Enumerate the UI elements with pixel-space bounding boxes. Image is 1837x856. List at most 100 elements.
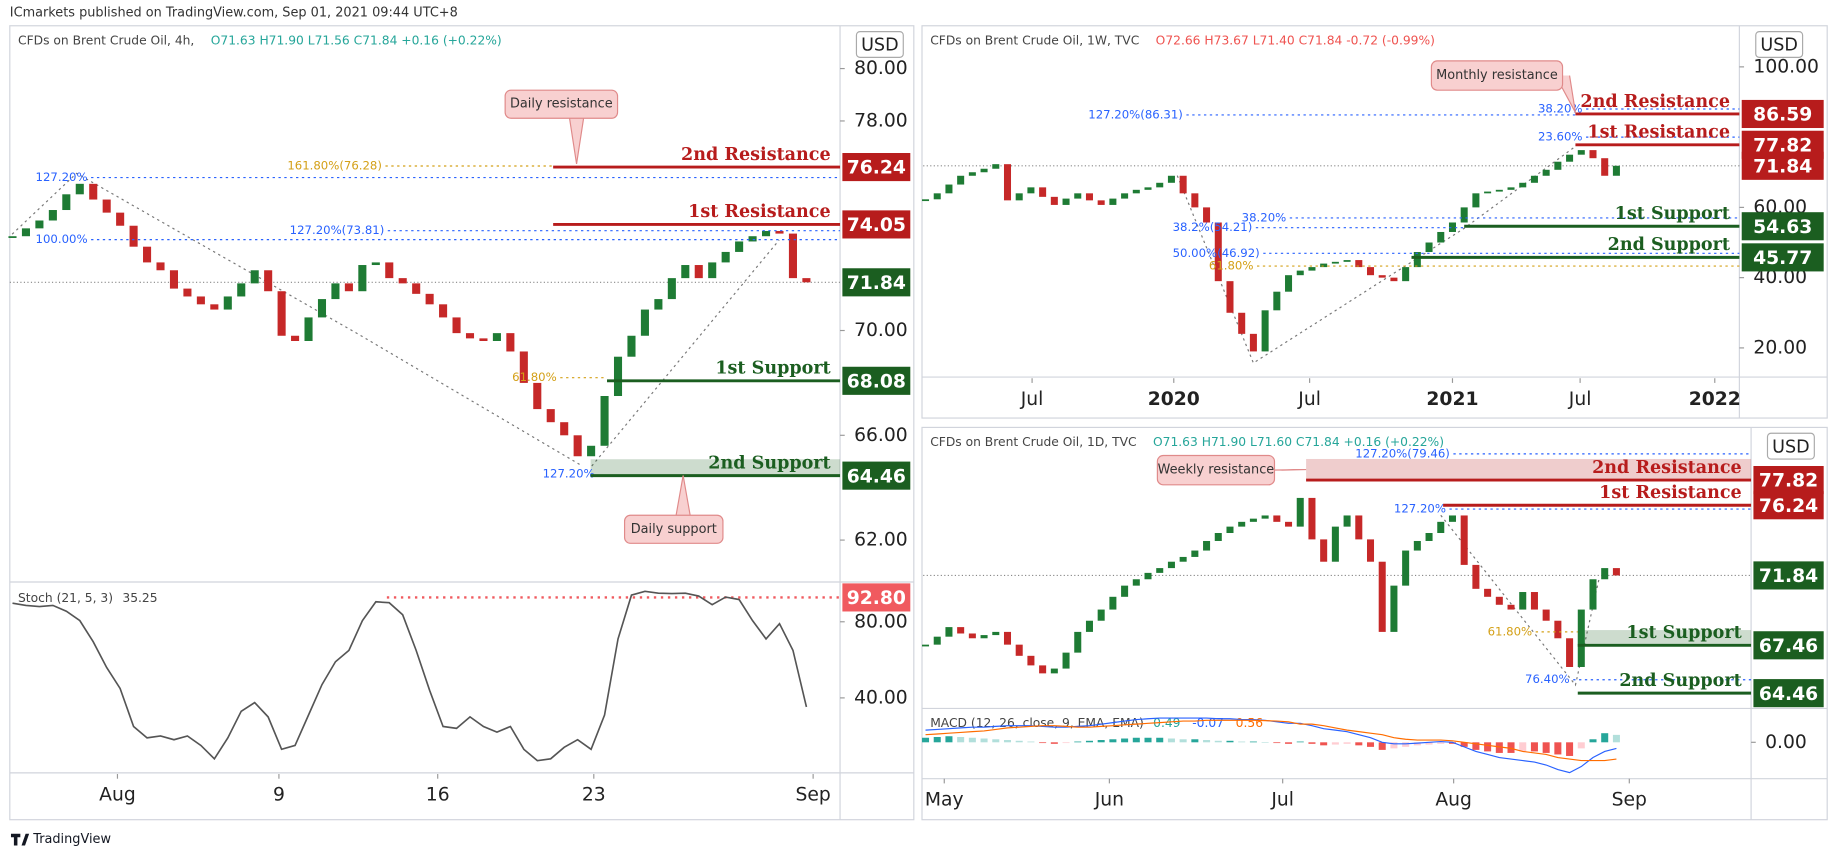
- x-tick-label: 23: [582, 785, 606, 806]
- x-tick-label: Jul: [1020, 389, 1044, 410]
- macd-histogram-bar: [957, 736, 965, 743]
- candle: [1179, 556, 1187, 562]
- candle: [587, 445, 596, 457]
- candle: [735, 241, 744, 252]
- candle: [1085, 193, 1093, 201]
- level-price-box: [1741, 99, 1824, 129]
- candle: [640, 309, 649, 336]
- candle: [331, 283, 340, 300]
- macd-histogram-bar: [1484, 742, 1492, 752]
- x-tick-label: Sep: [1612, 789, 1647, 810]
- macd-histogram-bar: [1249, 741, 1257, 743]
- y-tick-label: 40.00: [854, 687, 908, 708]
- candle: [1554, 161, 1562, 170]
- macd-histogram-bar: [1331, 742, 1339, 745]
- macd-histogram-bar: [1378, 742, 1386, 750]
- candle: [183, 288, 192, 297]
- callout-pointer: [675, 475, 691, 516]
- candle: [1203, 207, 1211, 223]
- candle: [1097, 200, 1105, 205]
- trend-line: [591, 239, 780, 467]
- publisher: ICmarkets published on TradingView.com, …: [10, 5, 458, 20]
- macd-histogram-bar: [1226, 740, 1234, 743]
- level-price: 77.82: [1753, 135, 1812, 156]
- level-name: 2nd Resistance: [1592, 458, 1742, 478]
- level-name: 2nd Resistance: [1580, 92, 1730, 112]
- indicator-title: Stoch (21, 5, 3): [18, 591, 113, 605]
- macd-histogram-bar: [1413, 742, 1421, 746]
- candle: [922, 199, 930, 202]
- candle: [210, 304, 219, 310]
- callout-text: Daily support: [631, 522, 717, 537]
- candle: [1484, 588, 1492, 597]
- macd-histogram-bar: [1542, 742, 1550, 753]
- candle: [627, 335, 636, 357]
- candle: [1589, 150, 1597, 159]
- fib-label: 76.40%: [1525, 672, 1570, 686]
- ohlc: O71.63 H71.90 L71.60 C71.84 +0.16 (+0.22…: [1153, 435, 1444, 449]
- candle: [1144, 572, 1152, 580]
- candle: [1109, 596, 1117, 610]
- level-price-box: [842, 153, 911, 182]
- candle: [385, 262, 394, 279]
- fib-label: 127.20%(79.46): [1355, 446, 1450, 460]
- y-tick-label: 20.00: [1753, 337, 1807, 358]
- macd-histogram-bar: [1039, 742, 1047, 744]
- candle: [398, 278, 407, 284]
- macd-histogram-bar: [1015, 740, 1023, 743]
- level-price: 64.46: [847, 466, 906, 487]
- currency-box: [855, 31, 904, 58]
- macd-histogram-bar: [1273, 742, 1281, 744]
- candle: [1601, 568, 1609, 580]
- candle: [1355, 260, 1363, 268]
- fib-label: 127.20%(86.31): [1088, 107, 1183, 121]
- candle: [1425, 242, 1433, 252]
- candle: [62, 194, 71, 211]
- candle: [1425, 533, 1433, 541]
- candle: [802, 278, 811, 283]
- level-name: 1st Resistance: [1587, 123, 1730, 143]
- macd-histogram-bar: [1156, 737, 1164, 743]
- macd-histogram-bar: [1437, 742, 1445, 744]
- candle: [1226, 281, 1234, 313]
- level-price: 74.05: [847, 215, 906, 236]
- candle: [264, 270, 273, 292]
- candle: [425, 293, 434, 305]
- candle: [1413, 540, 1421, 551]
- macd-histogram-bar: [1402, 742, 1410, 747]
- level-price-box: [842, 210, 911, 239]
- candle: [1390, 585, 1398, 632]
- candle: [694, 265, 703, 279]
- candle: [1495, 189, 1503, 192]
- candle: [439, 304, 448, 318]
- candle: [102, 199, 111, 213]
- candle: [1308, 267, 1316, 271]
- level-price-box: [1753, 491, 1824, 520]
- macd-histogram-bar: [1121, 738, 1129, 743]
- callout-box: [504, 89, 619, 119]
- candle: [761, 230, 771, 237]
- candle: [1507, 604, 1515, 610]
- level-price: 76.24: [1759, 496, 1818, 517]
- candle: [533, 382, 542, 410]
- indicator-reading: -0.07: [1192, 716, 1224, 730]
- candle: [1331, 261, 1339, 264]
- candle: [1355, 515, 1363, 540]
- macd-histogram-bar: [1355, 742, 1363, 746]
- level-zone: [1306, 458, 1752, 481]
- candle: [721, 251, 730, 263]
- candle: [980, 168, 988, 173]
- stoch-line: [12, 590, 808, 762]
- candle: [1121, 193, 1129, 199]
- candle: [1366, 539, 1375, 562]
- candle: [573, 435, 582, 457]
- level-name: 2nd Support: [1619, 671, 1742, 691]
- pane-border: [921, 426, 1828, 821]
- candle: [21, 228, 30, 237]
- candle: [1062, 652, 1070, 669]
- last-price: 71.84: [1753, 156, 1812, 177]
- candle: [8, 236, 17, 238]
- callout-text: Monthly resistance: [1436, 68, 1558, 83]
- candle: [1050, 668, 1058, 674]
- candle: [371, 262, 380, 266]
